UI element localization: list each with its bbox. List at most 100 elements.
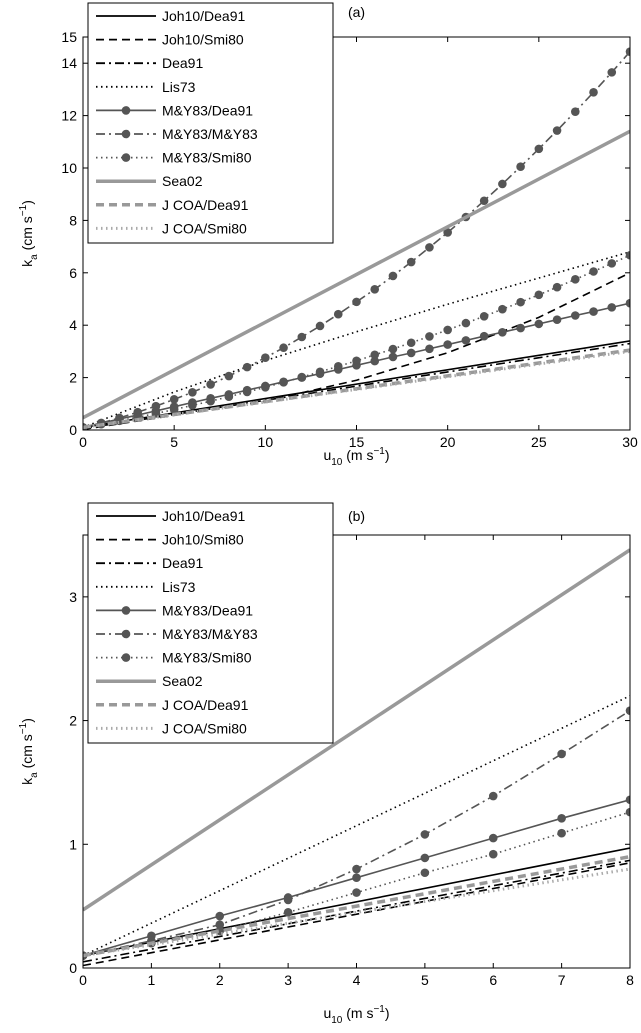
series-line [83,862,630,967]
y-tick-label: 0 [69,960,77,976]
marker [425,344,434,354]
y-axis-label-text: k [19,777,35,785]
marker [479,196,489,206]
marker [297,332,307,342]
marker [589,87,598,97]
legend-label: M&Y83/M&Y83 [162,126,258,142]
marker [488,833,498,843]
y-tick-label: 3 [69,589,77,605]
marker [169,395,179,404]
marker [488,791,498,801]
x-tick-label: 30 [622,434,638,450]
marker [352,864,361,874]
marker [279,378,288,387]
y-axis-label-close: ) [19,200,35,205]
series-line [83,854,630,958]
plot-frame [82,534,631,969]
x-tick-label: 3 [284,972,292,988]
x-axis-label-sub: 10 [331,457,343,468]
marker [607,303,617,312]
legend-label: J COA/Smi80 [162,220,247,236]
y-tick-label: 2 [69,713,77,729]
x-tick-label: 5 [170,434,178,450]
y-axis-label-close: ) [19,718,35,723]
marker [571,311,580,320]
plot-frame [82,36,631,431]
marker [283,908,293,917]
marker [443,325,452,335]
legend-box [87,2,334,244]
x-tick-label: 7 [558,972,566,988]
legend-label: M&Y83/Dea91 [162,602,253,618]
marker [443,228,452,237]
series-line [83,867,630,958]
marker [534,290,544,300]
marker [571,107,580,116]
marker [206,396,215,406]
legend-label: M&Y83/M&Y83 [162,626,258,642]
legend-label: Dea91 [162,555,203,571]
marker [625,298,630,308]
legend-label: Joh10/Smi80 [162,32,244,48]
marker [188,387,197,397]
chart-title: (a) [348,4,365,20]
x-tick-label: 15 [349,434,365,450]
legend-label: J COA/Dea91 [162,697,249,713]
marker [552,126,562,135]
marker [406,257,416,267]
marker [206,380,215,389]
marker [557,814,566,823]
series-line [83,129,630,420]
marker [534,319,544,329]
marker [370,285,380,294]
x-tick-label: 4 [353,972,361,988]
marker [488,849,498,859]
legend-label: Joh10/Dea91 [162,508,246,524]
marker [461,336,471,345]
series-line [83,859,630,963]
marker [261,353,270,362]
marker [461,318,471,328]
marker [406,348,416,358]
marker [215,920,225,929]
legend-box [87,502,334,744]
plot-area [83,548,630,967]
marker [516,162,525,171]
series-line [83,811,630,957]
marker [352,356,361,366]
y-axis-label-sub: a [29,772,40,778]
x-axis-label: u10 (m s−1) [323,446,389,468]
legend-label: M&Y83/Smi80 [162,650,252,666]
marker [352,297,361,307]
marker [516,323,525,333]
marker [589,307,598,316]
marker [279,343,288,353]
legend-label: Lis73 [162,79,196,95]
y-tick-label: 8 [69,212,77,228]
marker [552,315,562,324]
marker [315,367,325,377]
legend-label: M&Y83/Smi80 [162,150,252,166]
x-axis-label-close: ) [385,447,390,463]
series-line [83,272,630,430]
series-line [83,254,630,429]
marker [625,47,630,56]
legend-label: Sea02 [162,173,203,189]
legend-label: Dea91 [162,55,203,71]
marker [479,331,489,341]
x-axis-label: u10 (m s−1) [323,1004,389,1026]
marker [315,321,325,331]
marker [352,888,361,897]
marker [425,243,434,252]
marker [151,401,161,411]
marker [625,250,630,260]
marker [571,275,580,284]
x-tick-label: 0 [79,434,87,450]
y-tick-label: 0 [69,422,77,438]
marker [224,392,234,402]
marker [498,327,507,337]
chart-title: (b) [348,508,365,524]
x-axis-label-sup: −1 [373,1004,385,1015]
x-tick-label: 8 [626,972,634,988]
